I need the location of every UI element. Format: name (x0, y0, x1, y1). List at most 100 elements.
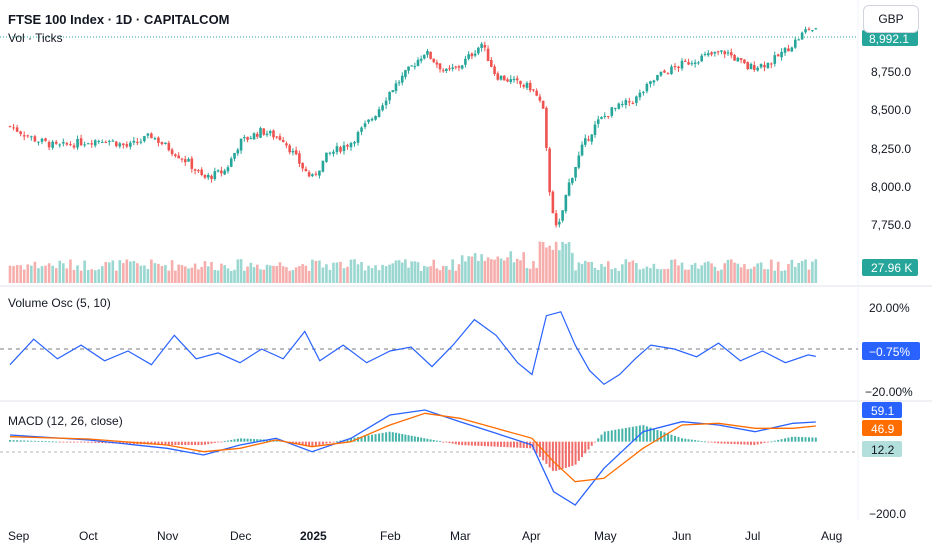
volume-bar (451, 259, 454, 283)
macd-histogram-bar (561, 441, 564, 469)
candle-body (197, 170, 200, 172)
currency-button[interactable]: GBP (863, 5, 919, 33)
volume-bar (157, 263, 160, 283)
candle-body (571, 178, 574, 184)
time-axis[interactable]: Sep Oct Nov Dec 2025 Feb Mar Apr May Jun… (8, 529, 842, 543)
volume-bar (346, 266, 349, 283)
macd-histogram-bar (784, 438, 787, 442)
volume-bar (713, 266, 717, 283)
macd-histogram-bar (76, 441, 79, 443)
candle-body (561, 210, 564, 221)
macd-histogram-bar (814, 437, 817, 442)
macd-histogram-bar (203, 441, 206, 445)
candle-body (766, 62, 770, 69)
candle-body (58, 144, 62, 146)
volume-bar (139, 265, 143, 283)
volume-bar (115, 270, 118, 283)
macd-histogram-bar (713, 441, 716, 443)
macd-histogram-bar (184, 441, 187, 445)
volume-bar (457, 264, 461, 283)
candle-body (243, 137, 246, 139)
volume-bar (429, 266, 432, 283)
macd-histogram-bar (328, 441, 331, 443)
macd-histogram-bar (410, 435, 413, 442)
volume-bar (136, 263, 139, 283)
volume-bar (394, 260, 398, 283)
volume-bar (541, 241, 545, 283)
macd-histogram-bar (687, 439, 690, 442)
time-tick: 2025 (300, 529, 327, 543)
volume-bar (252, 267, 256, 283)
volume-bar (631, 260, 635, 283)
volume-bar (419, 270, 423, 283)
candle-body (697, 62, 700, 64)
volume-bar (281, 266, 285, 283)
volume-bar (314, 260, 318, 283)
candle-body (384, 100, 388, 106)
candle-body (272, 130, 275, 138)
volume-bar (325, 264, 328, 283)
candle-body (606, 116, 610, 118)
macd-histogram-bar (223, 441, 226, 442)
candle-body (663, 70, 666, 73)
volume-bar (243, 270, 246, 283)
volume-bar (483, 260, 487, 283)
macd-histogram-bar (346, 439, 349, 442)
candle-body (321, 160, 325, 172)
macd-histogram-bar (483, 441, 486, 447)
macd-histogram-bar (587, 441, 590, 450)
macd-signal-line (9, 412, 816, 483)
macd-histogram-bar (663, 432, 666, 442)
candle-body (558, 221, 561, 225)
candle-body (499, 75, 503, 80)
candle-body (525, 82, 529, 88)
macd-histogram-bar (506, 441, 509, 448)
macd-histogram-bar (574, 441, 577, 465)
volume-bar (160, 265, 164, 283)
signal-value-tag (862, 420, 902, 436)
macd-histogram-bar (388, 431, 391, 442)
macd-histogram-bar (638, 425, 641, 442)
volume-bar (255, 264, 259, 283)
candle-body (628, 101, 631, 103)
time-tick: Apr (522, 529, 541, 543)
volume-bar (561, 241, 564, 283)
macd-histogram-bar (614, 429, 617, 442)
candle-body (388, 91, 391, 101)
candle-body (583, 138, 587, 145)
macd-histogram-bar (777, 439, 780, 442)
volume-bar (628, 261, 631, 283)
macd-histogram-bar (624, 427, 627, 442)
macd-histogram-bar (174, 441, 177, 445)
candle-body (328, 152, 332, 154)
candle-body (72, 145, 76, 148)
candle-body (252, 133, 256, 140)
candle-body (814, 28, 818, 30)
volume-bar (342, 268, 346, 283)
macd-histogram-bar (470, 441, 473, 446)
macd-histogram-bar (770, 441, 773, 443)
volume-bar (400, 262, 404, 283)
candle-body (746, 62, 749, 70)
volume-bar (606, 261, 610, 283)
volume-bar (104, 261, 108, 283)
candle-body (206, 174, 210, 178)
macd-histogram-bar (171, 441, 174, 445)
macd-histogram-bar (200, 441, 203, 445)
macd-histogram-bar (55, 441, 58, 443)
macd-histogram-bar (621, 428, 624, 442)
candle-body (659, 71, 663, 76)
candle-body (190, 158, 194, 169)
volume-bar (143, 265, 146, 283)
candle-body (291, 150, 295, 153)
volume-bar (723, 263, 727, 283)
candle-body (638, 92, 642, 98)
volume-bar (304, 265, 308, 283)
candle-body (22, 135, 26, 137)
macd-histogram-bar (780, 439, 783, 442)
candle-body (265, 133, 269, 136)
candle-body (506, 79, 509, 82)
volume-bar (353, 259, 356, 283)
macd-histogram-bar (83, 441, 86, 443)
